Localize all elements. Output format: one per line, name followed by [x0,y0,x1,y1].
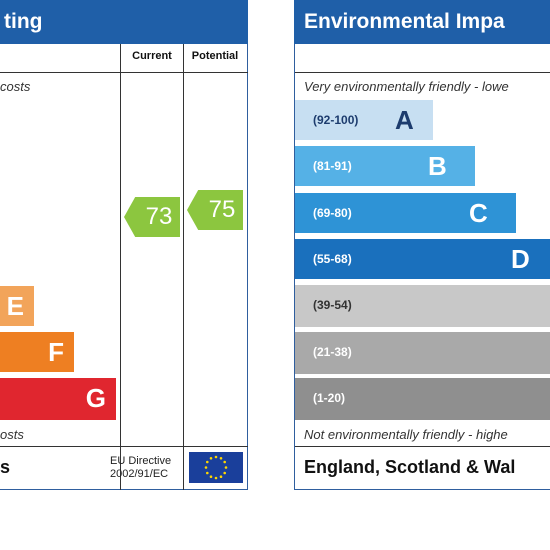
energy-footer-label: s [0,457,11,477]
energy-band-f: F [0,332,74,372]
env-footer-region: England, Scotland & Wal [304,457,516,477]
env-band-d: (55-68) D [295,239,550,279]
energy-bottom-note: osts [0,427,24,442]
env-bottom-note: Not environmentally friendly - highe [304,427,508,442]
energy-panel-title: ting [0,0,248,44]
current-rating-arrow: 73 [124,197,180,237]
potential-rating-arrow: 75 [187,190,243,230]
eu-directive-text: EU Directive 2002/91/EC [110,455,171,481]
current-column-divider [120,44,121,490]
energy-band-e: E [0,286,34,326]
eu-flag-icon [189,452,243,483]
env-header-row-divider [295,72,550,73]
potential-column-header: Potential [191,50,239,62]
env-band-b: (81-91) B [295,146,475,186]
env-band-a: (92-100) A [295,100,433,140]
env-footer-row-divider [295,446,550,447]
eu-directive-line1: EU Directive [110,455,172,467]
env-band-e: (39-54) [295,285,550,327]
environmental-panel-title: Environmental Impa [294,0,550,44]
env-band-g: (1-20) [295,378,550,420]
env-band-f: (21-38) [295,332,550,374]
eu-directive-line2: 2002/91/EC [110,468,169,480]
header-row-divider [0,72,248,73]
energy-band-g: G [0,378,116,420]
env-band-c: (69-80) C [295,193,516,233]
footer-row-divider [0,446,248,447]
energy-top-note: costs [0,79,31,94]
potential-column-divider [183,44,184,490]
current-column-header: Current [132,50,172,62]
env-top-note: Very environmentally friendly - lowe [304,79,509,94]
